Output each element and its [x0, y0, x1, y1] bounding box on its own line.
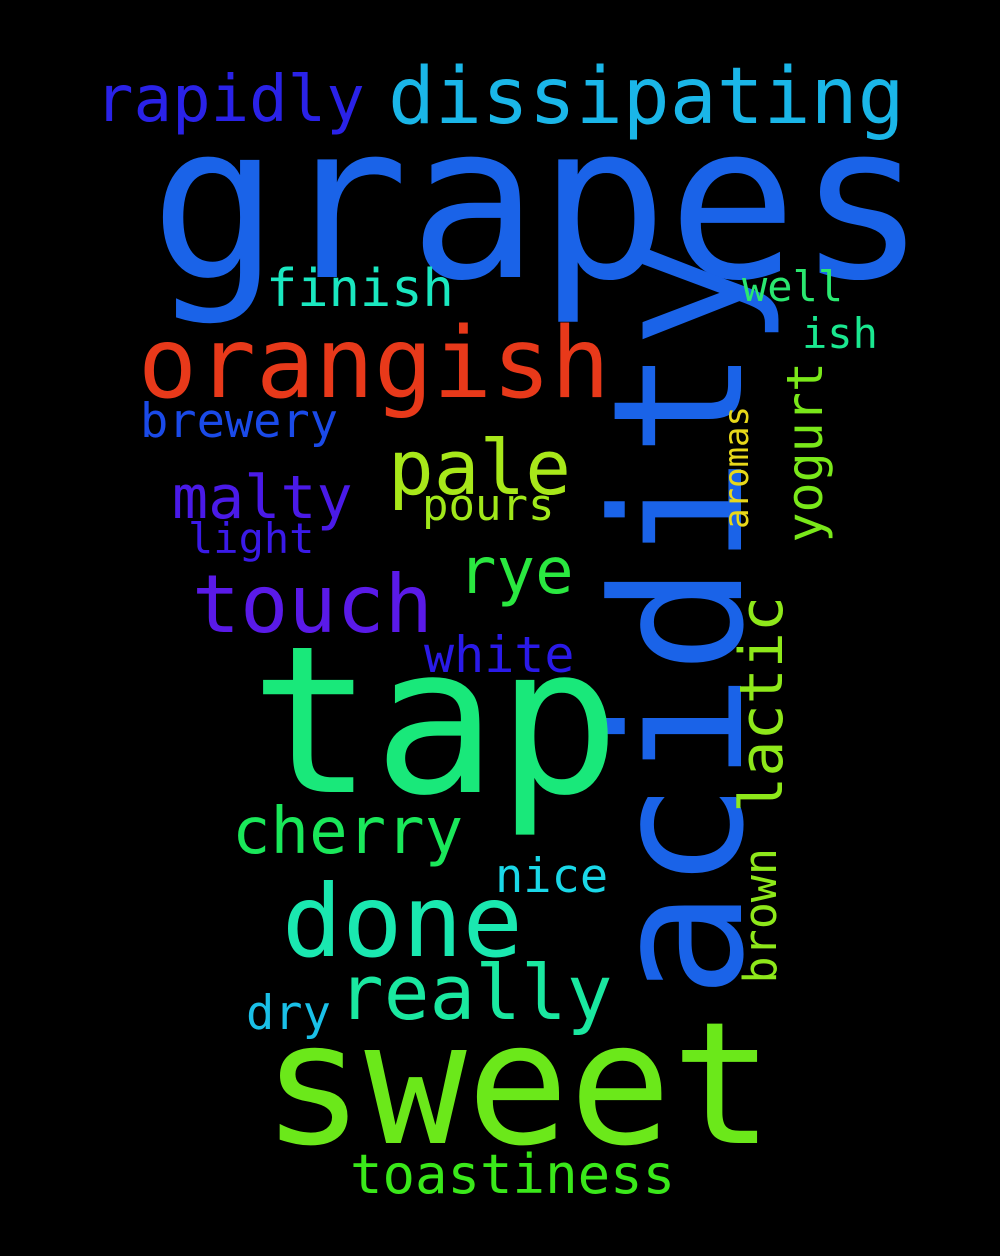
- word-malty: malty: [172, 463, 353, 533]
- word-sweet: sweet: [262, 986, 774, 1184]
- word-aromas: aromas: [717, 406, 757, 529]
- word-dry: dry: [246, 986, 331, 1041]
- word-done: done: [282, 863, 523, 980]
- word-ish: ish: [802, 309, 878, 358]
- word-finish: finish: [266, 259, 454, 319]
- word-brown: brown: [734, 848, 787, 984]
- word-tap: tap: [250, 603, 621, 841]
- word-orangish: orangish: [138, 307, 611, 421]
- word-pale: pale: [388, 423, 572, 512]
- word-rye: rye: [458, 535, 574, 609]
- word-grapes: grapes: [150, 77, 927, 328]
- word-really: really: [338, 948, 613, 1037]
- word-light: light: [188, 514, 315, 563]
- word-nice: nice: [495, 849, 609, 904]
- word-brewery: brewery: [140, 394, 339, 449]
- word-touch: touch: [192, 558, 433, 651]
- word-toastiness: toastiness: [350, 1143, 676, 1206]
- word-yogurt: yogurt: [776, 362, 834, 543]
- word-pours: pours: [422, 480, 555, 531]
- word-lactic: lactic: [727, 596, 797, 813]
- word-cherry: cherry: [232, 795, 464, 869]
- word-well: well: [742, 262, 844, 311]
- word-dissipating: dissipating: [388, 52, 905, 142]
- word-rapidly: rapidly: [95, 63, 365, 137]
- word-white: white: [424, 626, 575, 684]
